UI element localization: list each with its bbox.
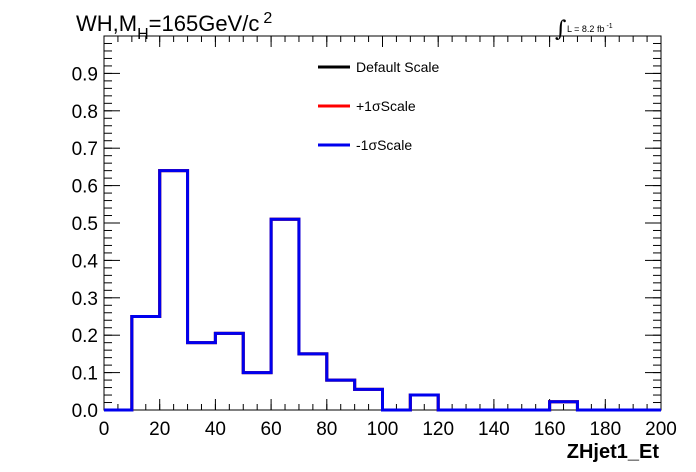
x-tick-label: 60 bbox=[261, 419, 282, 440]
title-subscript: H bbox=[137, 26, 149, 43]
y-tick-label: 0.4 bbox=[72, 251, 99, 272]
x-tick-label: 0 bbox=[99, 419, 110, 440]
y-tick-label: 0.0 bbox=[72, 401, 98, 422]
y-tick-label: 0.8 bbox=[72, 102, 98, 123]
legend-label-1: +1σScale bbox=[356, 98, 416, 114]
svg-text:WH,MH=165GeV/c2: WH,MH=165GeV/c 2 bbox=[76, 10, 272, 43]
x-axis-label: ZHjet1_Et bbox=[567, 441, 660, 463]
y-axis: 0.0 0.1 0.2 0.3 0.4 0.5 0.6 0.7 0.8 0.9 bbox=[72, 35, 661, 422]
y-tick-label: 0.9 bbox=[72, 64, 98, 85]
series-layer bbox=[104, 169, 661, 412]
y-tick-label: 0.1 bbox=[72, 364, 98, 385]
chart-title: WH,MH=165GeV/c 2 bbox=[76, 10, 272, 43]
y-tick-label: 0.5 bbox=[72, 214, 98, 235]
x-tick-label: 160 bbox=[534, 419, 566, 440]
x-tick-label: 200 bbox=[645, 419, 677, 440]
x-tick-label: 20 bbox=[149, 419, 170, 440]
integral-sign: ∫ bbox=[555, 17, 567, 42]
legend: Default Scale +1σScale -1σScale bbox=[318, 59, 439, 153]
x-tick-label: 100 bbox=[367, 419, 399, 440]
title-main: WH,M bbox=[76, 11, 137, 36]
title-superscript: 2 bbox=[263, 10, 272, 27]
legend-label-2: -1σScale bbox=[356, 137, 412, 153]
y-tick-label: 0.7 bbox=[72, 139, 98, 160]
series-line-2 bbox=[104, 169, 661, 412]
svg-text:L = 8.2 fb-1: L = 8.2 fb -1 bbox=[567, 23, 613, 34]
x-tick-label: 140 bbox=[478, 419, 510, 440]
y-tick-label: 0.2 bbox=[72, 326, 98, 347]
x-tick-label: 180 bbox=[589, 419, 621, 440]
lumi-superscript: -1 bbox=[606, 23, 612, 30]
x-axis: 0 20 40 60 80 100 120 140 160 180 200 bbox=[99, 36, 677, 440]
y-tick-label: 0.6 bbox=[72, 177, 98, 198]
y-tick-label: 0.3 bbox=[72, 289, 98, 310]
luminosity-label: ∫ L = 8.2 fb -1 bbox=[555, 17, 613, 42]
x-tick-label: 40 bbox=[205, 419, 226, 440]
title-rest: =165GeV/c bbox=[149, 11, 260, 36]
lumi-text: L = 8.2 fb bbox=[567, 24, 604, 34]
x-tick-label: 80 bbox=[316, 419, 337, 440]
x-tick-label: 120 bbox=[422, 419, 454, 440]
legend-label-0: Default Scale bbox=[356, 59, 439, 75]
